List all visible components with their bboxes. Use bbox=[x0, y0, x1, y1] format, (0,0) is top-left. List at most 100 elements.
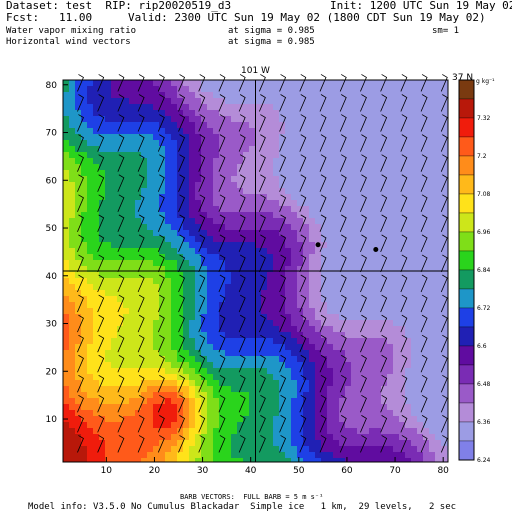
heatmap-cell bbox=[285, 446, 291, 452]
heatmap-cell bbox=[249, 206, 255, 212]
heatmap-cell bbox=[399, 422, 405, 428]
heatmap-cell bbox=[201, 110, 207, 116]
heatmap-cell bbox=[291, 422, 297, 428]
heatmap-cell bbox=[69, 452, 75, 458]
wind-barb bbox=[157, 174, 165, 192]
heatmap-cell bbox=[291, 302, 297, 308]
heatmap-cell bbox=[255, 206, 261, 212]
heatmap-cell bbox=[99, 242, 105, 248]
heatmap-cell bbox=[75, 326, 81, 332]
heatmap-cell bbox=[171, 356, 177, 362]
heatmap-cell bbox=[375, 98, 381, 104]
heatmap-cell bbox=[171, 326, 177, 332]
wind-barb bbox=[198, 294, 206, 313]
heatmap-cell bbox=[177, 98, 183, 104]
heatmap-cell bbox=[387, 452, 393, 458]
heatmap-cell bbox=[141, 158, 147, 164]
wind-barb bbox=[97, 234, 105, 253]
wind-barb bbox=[380, 354, 388, 373]
heatmap-cell bbox=[123, 362, 129, 368]
heatmap-cell bbox=[195, 290, 201, 296]
heatmap-cell bbox=[333, 344, 339, 350]
heatmap-cell bbox=[327, 332, 333, 338]
heatmap-cell bbox=[189, 200, 195, 206]
heatmap-cell bbox=[147, 338, 153, 344]
heatmap-cell bbox=[393, 320, 399, 326]
heatmap-cell bbox=[273, 182, 279, 188]
heatmap-cell bbox=[369, 428, 375, 434]
heatmap-cell bbox=[105, 320, 111, 326]
heatmap-cell bbox=[63, 338, 69, 344]
heatmap-cell bbox=[339, 206, 345, 212]
heatmap-cell bbox=[303, 332, 309, 338]
heatmap-cell bbox=[93, 338, 99, 344]
wind-barb bbox=[117, 394, 125, 413]
heatmap-cell bbox=[369, 362, 375, 368]
heatmap-cell bbox=[231, 122, 237, 128]
heatmap-cell bbox=[171, 230, 177, 236]
heatmap-cell bbox=[105, 188, 111, 194]
heatmap-cell bbox=[339, 278, 345, 284]
heatmap-cell bbox=[87, 428, 93, 434]
heatmap-cell bbox=[423, 146, 429, 152]
heatmap-cell bbox=[105, 236, 111, 242]
heatmap-cell bbox=[429, 332, 435, 338]
heatmap-cell bbox=[93, 128, 99, 134]
heatmap-cell bbox=[237, 296, 243, 302]
colorbar-swatch bbox=[458, 174, 475, 195]
heatmap-cell bbox=[177, 200, 183, 206]
heatmap-cell bbox=[141, 116, 147, 122]
heatmap-cell bbox=[105, 116, 111, 122]
heatmap-cell bbox=[285, 332, 291, 338]
heatmap-cell bbox=[159, 446, 165, 452]
heatmap-cell bbox=[123, 92, 129, 98]
heatmap-cell bbox=[177, 392, 183, 398]
heatmap-cell bbox=[207, 314, 213, 320]
heatmap-cell bbox=[375, 122, 381, 128]
heatmap-cell bbox=[81, 152, 87, 158]
heatmap-cell bbox=[141, 332, 147, 338]
heatmap-cell bbox=[243, 452, 249, 458]
heatmap-cell bbox=[219, 104, 225, 110]
wind-barb bbox=[157, 254, 165, 273]
heatmap-cell bbox=[255, 254, 261, 260]
heatmap-cell bbox=[405, 170, 411, 176]
heatmap-cell bbox=[207, 350, 213, 356]
heatmap-cell bbox=[261, 416, 267, 422]
heatmap-cell bbox=[177, 278, 183, 284]
heatmap-cell bbox=[189, 356, 195, 362]
heatmap-cell bbox=[123, 218, 129, 224]
heatmap-cell bbox=[363, 122, 369, 128]
heatmap-cell bbox=[387, 272, 393, 278]
heatmap-cell bbox=[99, 452, 105, 458]
station-dot bbox=[315, 242, 321, 248]
heatmap-cell bbox=[225, 236, 231, 242]
heatmap-cell bbox=[285, 170, 291, 176]
heatmap-cell bbox=[369, 350, 375, 356]
heatmap-cell bbox=[207, 170, 213, 176]
heatmap-cell bbox=[225, 122, 231, 128]
heatmap-cell bbox=[177, 344, 183, 350]
heatmap-cell bbox=[405, 398, 411, 404]
heatmap-cell bbox=[69, 104, 75, 110]
heatmap-cell bbox=[141, 344, 147, 350]
heatmap-cell bbox=[267, 236, 273, 242]
heatmap-cell bbox=[303, 284, 309, 290]
heatmap-cell bbox=[399, 320, 405, 326]
heatmap-cell bbox=[69, 302, 75, 308]
heatmap-cell bbox=[213, 236, 219, 242]
heatmap-cell bbox=[189, 128, 195, 134]
heatmap-cell bbox=[189, 332, 195, 338]
heatmap-cell bbox=[69, 392, 75, 398]
wind-barb bbox=[440, 394, 448, 413]
heatmap-cell bbox=[129, 260, 135, 266]
heatmap-cell bbox=[117, 296, 123, 302]
heatmap-cell bbox=[279, 110, 285, 116]
heatmap-cell bbox=[75, 410, 81, 416]
heatmap-cell bbox=[249, 296, 255, 302]
heatmap-cell bbox=[399, 170, 405, 176]
heatmap-cell bbox=[429, 128, 435, 134]
heatmap-cell bbox=[333, 434, 339, 440]
heatmap-cell bbox=[225, 224, 231, 230]
wind-barb bbox=[319, 435, 327, 453]
